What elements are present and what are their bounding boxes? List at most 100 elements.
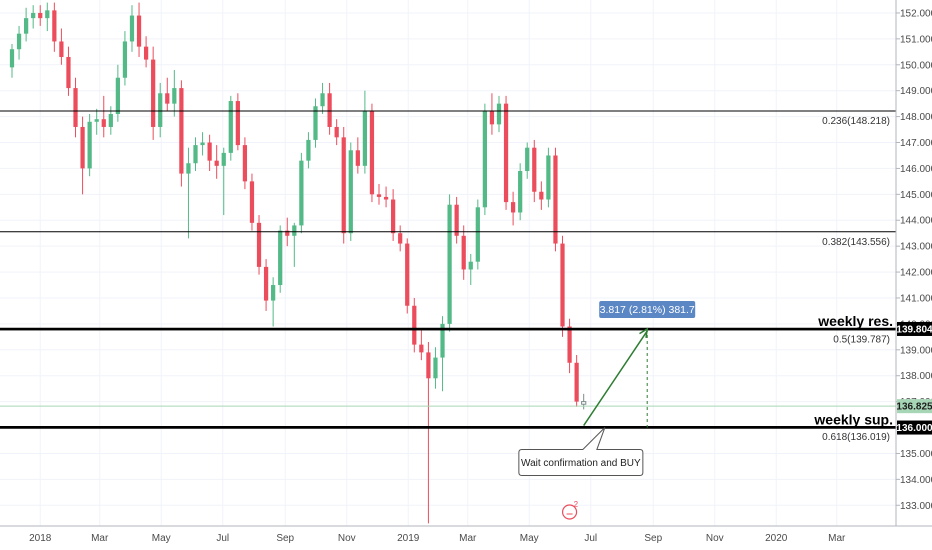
time-tick-label: 2020 xyxy=(765,533,788,544)
time-tick-label: May xyxy=(152,533,171,544)
candle-body[interactable] xyxy=(242,145,248,182)
candle-body[interactable] xyxy=(38,12,43,19)
candle-body[interactable] xyxy=(249,181,255,223)
candle-body[interactable] xyxy=(553,155,558,244)
candle-body[interactable] xyxy=(52,10,57,42)
candle-body[interactable] xyxy=(59,41,64,58)
time-tick-label: Mar xyxy=(91,533,109,544)
candle-body[interactable] xyxy=(376,194,382,197)
candle-body[interactable] xyxy=(454,204,459,236)
candle-body[interactable] xyxy=(66,57,71,89)
candle-body[interactable] xyxy=(440,323,445,358)
candle-body[interactable] xyxy=(122,41,128,78)
candle-body[interactable] xyxy=(581,401,587,405)
candle-body[interactable] xyxy=(271,285,276,301)
callout-box[interactable] xyxy=(518,427,644,477)
time-scale[interactable] xyxy=(0,526,932,550)
candle-body[interactable] xyxy=(45,10,50,19)
candle-body[interactable] xyxy=(151,59,156,127)
candle-body[interactable] xyxy=(9,49,15,68)
candle-body[interactable] xyxy=(489,111,495,125)
price-tick-label: 139.000 xyxy=(900,345,932,356)
candle-body[interactable] xyxy=(207,142,212,161)
candle-body[interactable] xyxy=(306,139,311,161)
candle-body[interactable] xyxy=(292,225,297,236)
candle-body[interactable] xyxy=(369,111,375,195)
projection-arrow-line[interactable] xyxy=(583,330,648,426)
candle-body[interactable] xyxy=(383,196,389,200)
price-tick-label: 135.000 xyxy=(900,449,932,460)
candle-body[interactable] xyxy=(503,103,509,203)
candle-body[interactable] xyxy=(193,145,198,164)
candle-body[interactable] xyxy=(94,119,99,122)
candle-body[interactable] xyxy=(263,266,269,301)
candle-body[interactable] xyxy=(405,243,410,306)
candle-body[interactable] xyxy=(412,305,417,345)
levels-layer: 0.236(148.218) 0.382(143.556) 0.5(139.787)… xyxy=(0,110,896,443)
candle-body[interactable] xyxy=(143,46,149,60)
candle-body[interactable] xyxy=(313,106,318,140)
zone-label: weekly res. xyxy=(817,313,893,329)
candle-body[interactable] xyxy=(567,326,572,363)
candle-body[interactable] xyxy=(158,93,163,127)
price-tick-label: 143.000 xyxy=(900,242,932,253)
candle-body[interactable] xyxy=(214,160,219,166)
candle-body[interactable] xyxy=(468,261,473,270)
candle-body[interactable] xyxy=(299,160,304,226)
candle-body[interactable] xyxy=(447,204,452,324)
candle-body[interactable] xyxy=(574,362,579,402)
candle-body[interactable] xyxy=(518,171,523,213)
candle-body[interactable] xyxy=(341,137,346,234)
candle-body[interactable] xyxy=(327,93,332,127)
candle-body[interactable] xyxy=(73,88,78,127)
price-scale[interactable] xyxy=(896,0,932,526)
candle-body[interactable] xyxy=(108,114,113,127)
candle-body[interactable] xyxy=(200,142,205,146)
candle-body[interactable] xyxy=(221,152,226,166)
candle-body[interactable] xyxy=(256,222,262,267)
candle-body[interactable] xyxy=(115,77,120,115)
candle-body[interactable] xyxy=(320,93,325,107)
candle-body[interactable] xyxy=(228,101,233,153)
candle-body[interactable] xyxy=(186,163,191,174)
candle-body[interactable] xyxy=(285,230,290,236)
candle-body[interactable] xyxy=(101,119,106,127)
candle-body[interactable] xyxy=(172,88,177,104)
candle-body[interactable] xyxy=(355,150,360,166)
candle-body[interactable] xyxy=(31,12,36,19)
candle-body[interactable] xyxy=(496,103,502,125)
candle-body[interactable] xyxy=(546,155,551,200)
candle-body[interactable] xyxy=(278,230,283,286)
candle-body[interactable] xyxy=(482,111,487,208)
candle-body[interactable] xyxy=(136,15,142,47)
candle-body[interactable] xyxy=(461,235,466,270)
candle-body[interactable] xyxy=(87,121,92,169)
candle-body[interactable] xyxy=(419,344,424,353)
candle-body[interactable] xyxy=(348,150,353,234)
zone-price-tag-bg xyxy=(897,420,932,435)
candle-body[interactable] xyxy=(16,33,22,50)
candle-body[interactable] xyxy=(23,18,29,34)
candle-body[interactable] xyxy=(391,199,396,234)
candle-body[interactable] xyxy=(362,111,368,166)
candle-body[interactable] xyxy=(475,207,480,262)
earnings-event-icon[interactable] xyxy=(561,504,578,520)
candle-body[interactable] xyxy=(426,352,431,379)
candle-body[interactable] xyxy=(80,126,85,169)
candle-body[interactable] xyxy=(560,243,565,327)
candle-body[interactable] xyxy=(398,233,403,244)
candle-body[interactable] xyxy=(539,191,544,200)
candle-body[interactable] xyxy=(532,147,537,192)
candle-body[interactable] xyxy=(179,88,184,174)
candle-body[interactable] xyxy=(165,93,170,104)
candle-body[interactable] xyxy=(129,15,135,42)
callout-layer[interactable]: Wait confirmation and BUY 2 xyxy=(518,427,644,520)
candle-body[interactable] xyxy=(235,101,240,146)
candle-body[interactable] xyxy=(334,126,339,138)
projection-layer[interactable]: 3.817 (2.81%) 381.7 xyxy=(583,300,696,428)
candle-body[interactable] xyxy=(525,147,530,172)
candle-body[interactable] xyxy=(510,202,516,213)
candles-layer[interactable] xyxy=(9,2,587,524)
candle-body[interactable] xyxy=(433,357,438,379)
